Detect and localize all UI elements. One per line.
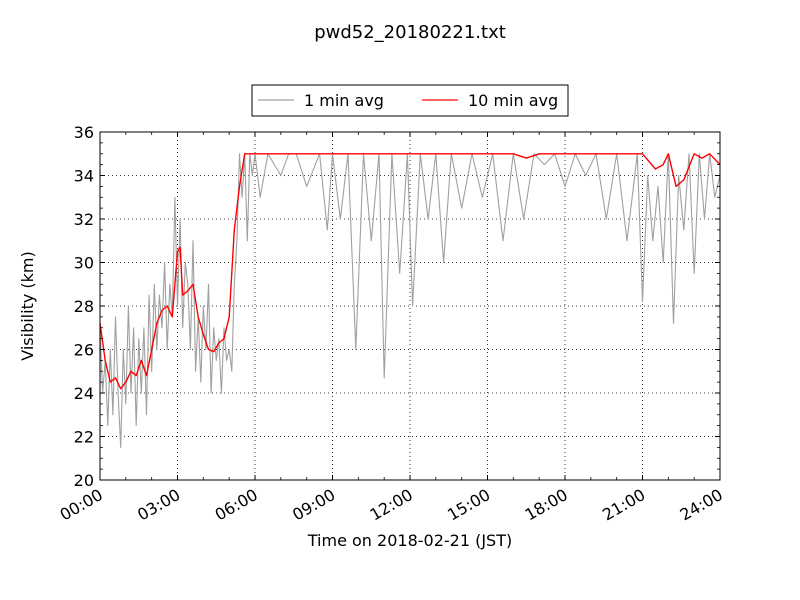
series-line-10min-avg	[99, 153, 721, 390]
y-tick-label: 34	[74, 167, 94, 186]
y-axis-label: Visibility (km)	[18, 251, 37, 360]
legend-label-1min: 1 min avg	[304, 91, 384, 110]
x-tick-label: 00:00	[57, 485, 106, 525]
x-tick-label: 15:00	[444, 485, 493, 525]
y-tick-label: 32	[74, 210, 94, 229]
x-tick-label: 21:00	[599, 485, 648, 525]
x-tick-label: 18:00	[522, 485, 571, 525]
y-tick-label: 20	[74, 471, 94, 490]
series-line-1min-avg	[99, 153, 721, 448]
legend-box	[251, 84, 569, 117]
grid	[100, 132, 720, 480]
x-tick-label: 09:00	[289, 485, 338, 525]
y-tick-label: 22	[74, 428, 94, 447]
legend-label-10min: 10 min avg	[468, 91, 558, 110]
x-tick-label: 03:00	[134, 485, 183, 525]
x-tick-label: 06:00	[212, 485, 261, 525]
y-tick-label: 24	[74, 384, 94, 403]
x-tick-label: 24:00	[677, 485, 726, 525]
x-tick-label: 12:00	[367, 485, 416, 525]
y-tick-label: 26	[74, 341, 94, 360]
legend: 1 min avg 10 min avg	[251, 84, 569, 117]
chart-title: pwd52_20180221.txt	[314, 22, 506, 43]
y-tick-label: 28	[74, 297, 94, 316]
y-tick-label: 36	[74, 123, 94, 142]
series-group	[99, 153, 721, 448]
x-axis-label: Time on 2018-02-21 (JST)	[307, 531, 512, 550]
y-tick-label: 30	[74, 254, 94, 273]
